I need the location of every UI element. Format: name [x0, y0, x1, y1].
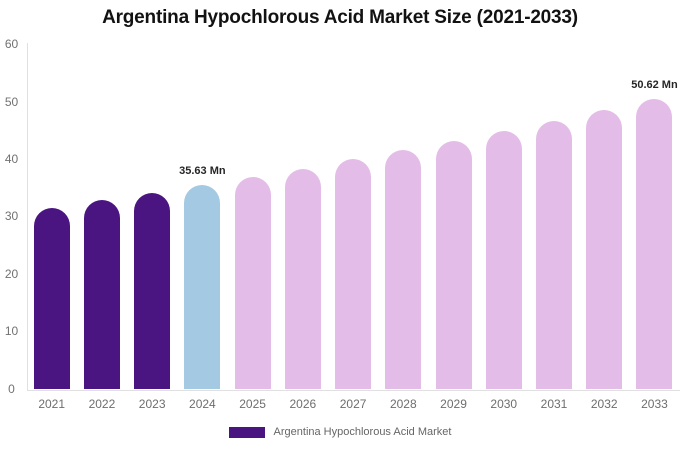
legend[interactable]: Argentina Hypochlorous Acid Market — [0, 425, 680, 439]
x-axis-label: 2029 — [440, 397, 467, 411]
bar-2033[interactable] — [636, 98, 673, 390]
x-axis-label: 2027 — [339, 397, 367, 411]
legend-swatch — [228, 426, 265, 438]
bar-2022[interactable] — [83, 200, 120, 390]
bar-2028[interactable] — [385, 150, 422, 390]
y-axis-label: 40 — [4, 151, 19, 166]
x-axis-line — [27, 390, 680, 391]
chart-title: Argentina Hypochlorous Acid Market Size … — [102, 7, 578, 28]
bar-2027[interactable] — [335, 159, 372, 390]
bar-2023[interactable] — [134, 192, 171, 390]
bar-2024[interactable] — [184, 184, 221, 390]
x-axis-label: 2031 — [540, 397, 568, 411]
x-axis-label: 2021 — [38, 397, 66, 411]
y-axis-label: 10 — [4, 324, 19, 339]
legend-label: Argentina Hypochlorous Acid Market — [273, 426, 452, 438]
x-axis-label: 2022 — [88, 397, 116, 411]
x-axis-label: 2026 — [289, 397, 317, 411]
x-axis-label: 2028 — [389, 397, 417, 411]
x-axis-label: 2024 — [189, 397, 216, 411]
x-axis-label: 2023 — [138, 397, 166, 411]
value-label-2024: 35.63 Mn — [179, 164, 226, 177]
y-axis-label: 60 — [4, 37, 19, 52]
bar-2025[interactable] — [234, 177, 271, 390]
y-axis-label: 20 — [4, 266, 19, 281]
y-axis-label: 30 — [4, 209, 19, 224]
bar-2030[interactable] — [485, 131, 522, 390]
value-label-2033: 50.62 Mn — [631, 78, 678, 91]
y-axis-line — [27, 43, 28, 390]
x-axis-label: 2025 — [239, 397, 266, 411]
bar-2026[interactable] — [284, 168, 321, 390]
x-axis-label: 2033 — [641, 397, 668, 411]
y-axis-label: 50 — [4, 94, 19, 109]
bar-2032[interactable] — [586, 109, 623, 390]
x-axis-label: 2030 — [490, 397, 518, 411]
x-axis-label: 2032 — [590, 397, 618, 411]
bar-2021[interactable] — [33, 207, 70, 390]
bar-2029[interactable] — [435, 140, 472, 390]
bar-2031[interactable] — [536, 120, 572, 390]
y-axis-label: 0 — [8, 381, 15, 396]
